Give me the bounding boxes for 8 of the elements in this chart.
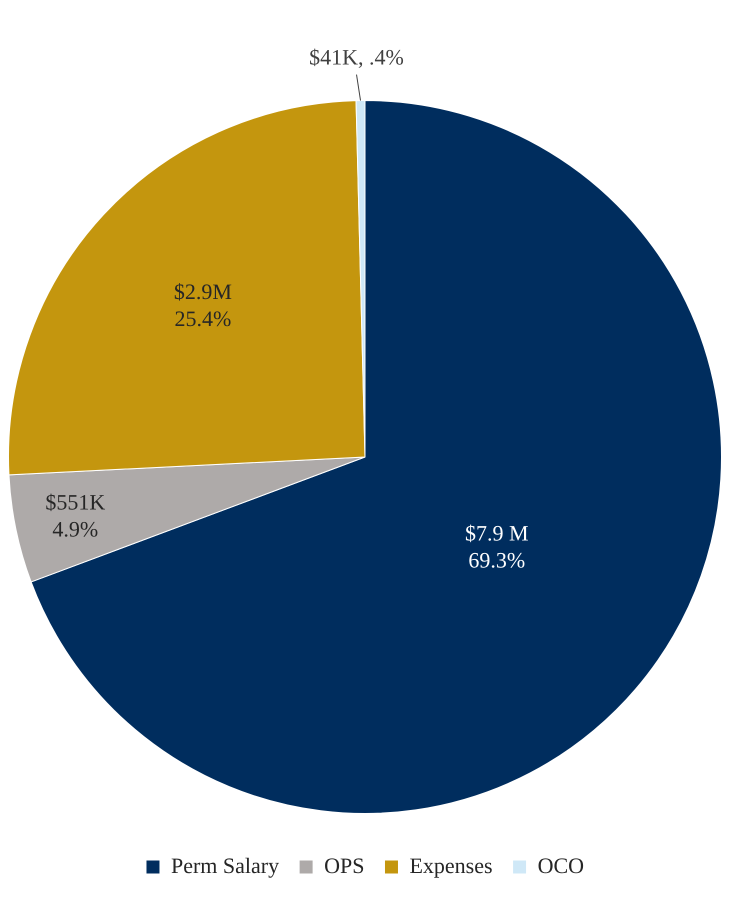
data-label: $551K 4.9% (45, 489, 106, 542)
legend-label: Expenses (409, 852, 493, 878)
data-label: $41K, .4% (309, 44, 404, 70)
data-label: $2.9M 25.4% (174, 278, 232, 331)
legend-label: Perm Salary (170, 852, 280, 878)
legend-label: OCO (538, 852, 584, 878)
legend-label: OPS (324, 852, 364, 878)
data-label: $7.9 M 69.3% (465, 520, 529, 573)
